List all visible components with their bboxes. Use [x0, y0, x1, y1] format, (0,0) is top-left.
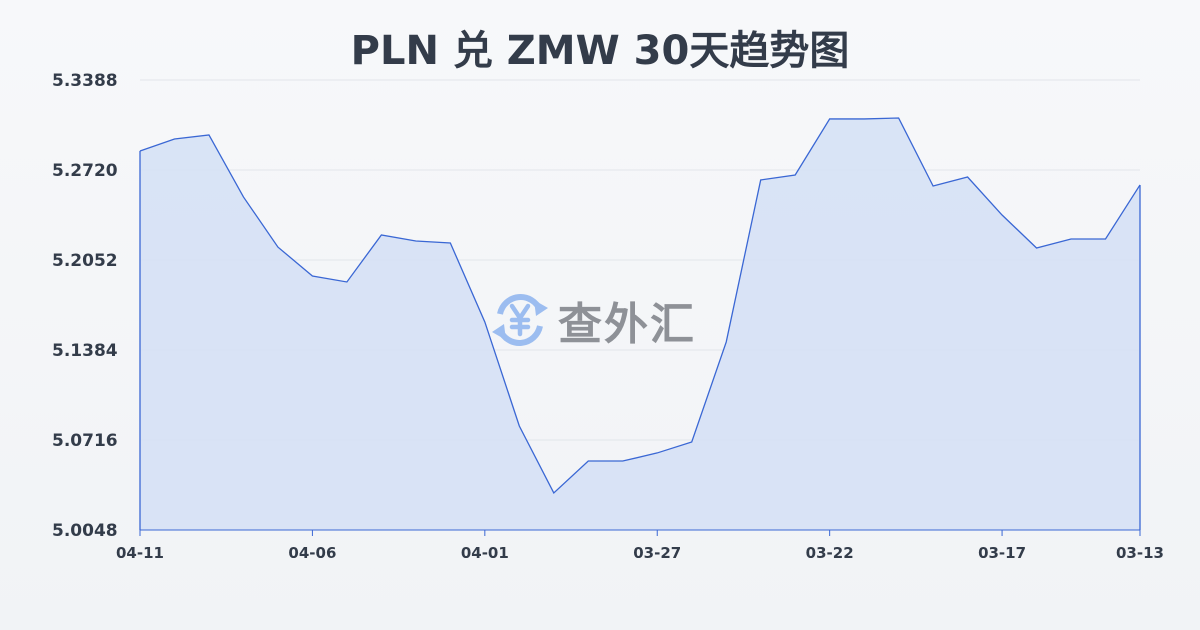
series-line: [139, 117, 1141, 495]
x-tick-label: 03-27: [633, 544, 681, 562]
y-tick-label: 5.3388: [52, 71, 118, 91]
x-tick-label: 03-22: [806, 544, 854, 562]
watermark: 查外汇: [490, 288, 696, 352]
y-tick-label: 5.1384: [52, 341, 118, 361]
y-tick-label: 5.0716: [52, 431, 118, 451]
x-tick-label: 03-13: [1116, 544, 1164, 562]
y-tick-label: 5.0048: [52, 521, 118, 541]
x-tick-label: 03-17: [978, 544, 1026, 562]
yen-exchange-icon: [492, 294, 548, 346]
watermark-text: 查外汇: [558, 299, 696, 350]
x-tick-label: 04-01: [461, 544, 509, 562]
y-tick-label: 5.2720: [52, 161, 118, 181]
area-fill: [140, 117, 1140, 530]
x-tick-label: 04-06: [288, 544, 336, 562]
y-tick-label: 5.2052: [52, 251, 118, 271]
chart-title: PLN 兑 ZMW 30天趋势图: [350, 28, 850, 74]
x-tick-label: 04-11: [116, 544, 164, 562]
